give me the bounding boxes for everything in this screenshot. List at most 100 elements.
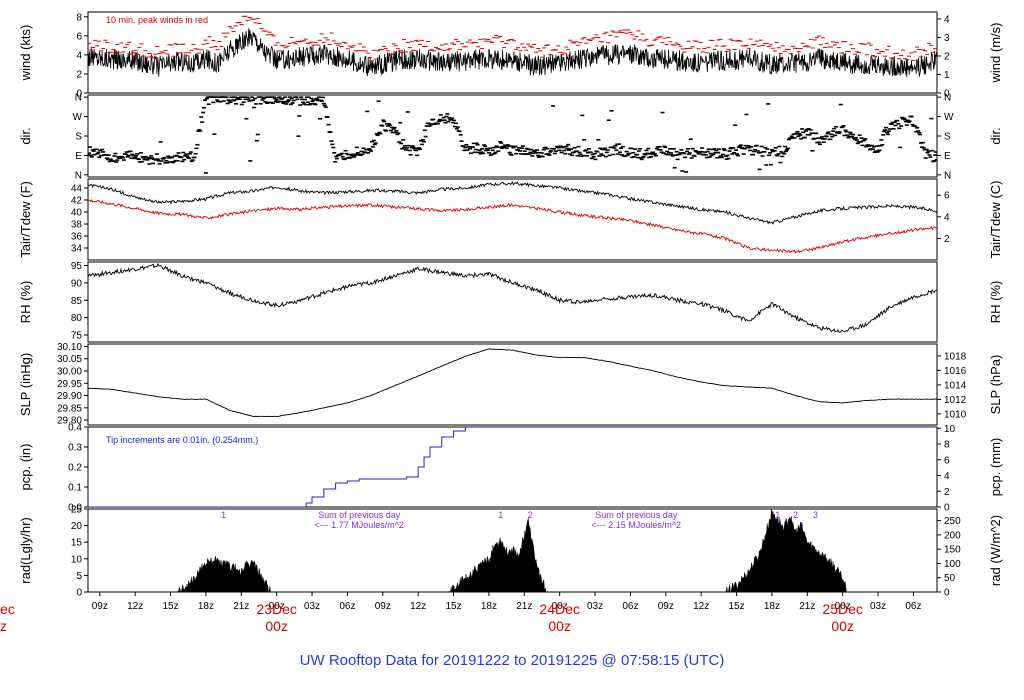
x-tick-label: 03z (587, 601, 603, 612)
x-tick-label: 18z (764, 601, 780, 612)
panel-rh: 75 80 85 90 95 RH (%) RH (%) (18, 261, 1003, 343)
rh-ytick-label: 85 (71, 296, 83, 307)
pcp-ytick-right-label: 0 (944, 503, 950, 514)
dir-ytick-right-label: S (944, 132, 951, 143)
wind-ytick-label: 4 (76, 50, 82, 61)
panel-wind: 0 2 4 6 8 0 1 2 3 4 wind (kts) wind (m/s) 10 min. pe… (18, 11, 1003, 100)
pcp-ytick-label: 0.3 (68, 443, 82, 454)
dir-ytick-right-label: W (944, 112, 954, 123)
wind-ytick-label: 2 (76, 69, 82, 80)
rad-annotation: 2 (528, 510, 533, 520)
dir-ytick-label: W (73, 112, 83, 123)
x-tick-label: 00z (269, 601, 285, 612)
slp-ytick-label: 29.85 (57, 403, 82, 414)
x-tick-label: 03z (304, 601, 320, 612)
rad-ytick-label: 5 (76, 571, 82, 582)
rad-ytick-label: 0 (76, 588, 82, 599)
pcp-ytick-right-label: 6 (944, 455, 950, 466)
temp-series-Tdew (88, 198, 937, 254)
x-day-label-cut: ec (0, 601, 15, 617)
rad-annotation: <--- 2.15 MJoules/m^2 (592, 520, 682, 530)
pcp-ytick-right-label: 2 (944, 487, 950, 498)
temp-ytick-label: 44 (71, 184, 83, 195)
wind-ytick-label: 6 (76, 31, 82, 42)
temp-ytick-label: 36 (71, 232, 83, 243)
x-tick-label: 15z (445, 601, 461, 612)
slp-ytick-right-label: 1012 (944, 395, 967, 406)
slp-ytick-label: 30.05 (57, 354, 82, 365)
slp-frame (87, 343, 938, 426)
wind-annotation: 10 min. peak winds in red (106, 15, 208, 25)
slp-ytick-label: 29.90 (57, 391, 82, 402)
rad-ytick-right-label: 50 (944, 573, 956, 584)
rad-ytick-label: 15 (71, 538, 83, 549)
rad-ytick-right-label: 0 (944, 588, 950, 599)
x-tick-label: 00z (552, 601, 568, 612)
pcp-ytick-label: 0.0 (68, 503, 82, 514)
rh-ylabel-right: RH (%) (988, 281, 1003, 324)
x-day-label: 23Dec (256, 601, 296, 617)
pcp-ytick-right-label: 8 (944, 440, 950, 451)
x-tick-label: 18z (198, 601, 214, 612)
wind-ytick-right-label: 1 (944, 70, 950, 81)
x-tick-label: 21z (516, 601, 532, 612)
x-tick-label: 15z (728, 601, 744, 612)
rad-ytick-right-label: 250 (944, 516, 961, 527)
wind-ytick-right-label: 2 (944, 51, 950, 62)
rh-ytick-label: 95 (71, 261, 83, 272)
rad-area-day-2 (447, 518, 549, 592)
rad-annotation: Sum of previous day (318, 510, 401, 520)
temp-ytick-label: 42 (71, 196, 83, 207)
rad-annotation: 3 (813, 510, 818, 520)
dir-ylabel-right: dir. (988, 127, 1003, 144)
x-tick-label: 06z (905, 601, 921, 612)
wind-ytick-right-label: 3 (944, 33, 950, 44)
wind-frame (87, 11, 938, 94)
pcp-ytick-right-label: 10 (944, 424, 956, 435)
x-day-sublabel: 00z (548, 618, 571, 634)
dir-ytick-label: N (75, 170, 82, 181)
temp-ytick-right-label: 2 (944, 234, 950, 245)
slp-ytick-label: 29.95 (57, 379, 82, 390)
rad-ytick-label: 20 (71, 521, 83, 532)
rad-ytick-right-label: 200 (944, 530, 961, 541)
rh-ylabel: RH (%) (18, 281, 33, 324)
wind-ylabel: wind (kts) (18, 25, 33, 82)
dir-plot (88, 96, 937, 174)
slp-series-0 (88, 348, 937, 418)
pcp-ylabel: pcp. (in) (18, 444, 33, 491)
wind-plot (88, 15, 937, 78)
x-day-label: 25Dec (822, 601, 862, 617)
temp-ytick-label: 34 (71, 244, 83, 255)
x-tick-label: 12z (693, 601, 709, 612)
slp-ylabel: SLP (inHg) (18, 353, 33, 416)
rad-annotation: 1 (498, 510, 503, 520)
dir-ytick-right-label: N (944, 93, 951, 104)
dir-ylabel: dir. (18, 127, 33, 144)
wind-ytick-label: 8 (76, 12, 82, 23)
slp-ytick-right-label: 1014 (944, 380, 967, 391)
x-tick-label: 03z (870, 601, 886, 612)
rad-area-day-3 (724, 509, 849, 592)
x-tick-label: 21z (233, 601, 249, 612)
rad-annotation: 1 (221, 510, 226, 520)
rh-frame (87, 261, 938, 343)
rh-plot (88, 262, 937, 334)
dir-ytick-right-label: N (944, 170, 951, 181)
x-tick-label: 12z (410, 601, 426, 612)
pcp-ylabel-right: pcp. (mm) (988, 438, 1003, 497)
rad-annotation: 2 (793, 510, 798, 520)
rh-ytick-label: 75 (71, 331, 83, 342)
pcp-plot (88, 427, 937, 507)
x-tick-label: 09z (92, 601, 108, 612)
rad-annotation: Sum of previous day (595, 510, 678, 520)
rad-ytick-label: 25 (71, 505, 83, 516)
rad-ytick-right-label: 100 (944, 559, 961, 570)
x-axis: 09z 12z 15z 18z 21z 00z 03z 06z 09z 12z 15z 18z 21z 0… (0, 592, 921, 634)
x-tick-label: 18z (481, 601, 497, 612)
temp-ytick-label: 38 (71, 220, 83, 231)
dir-ytick-label: S (75, 132, 82, 143)
